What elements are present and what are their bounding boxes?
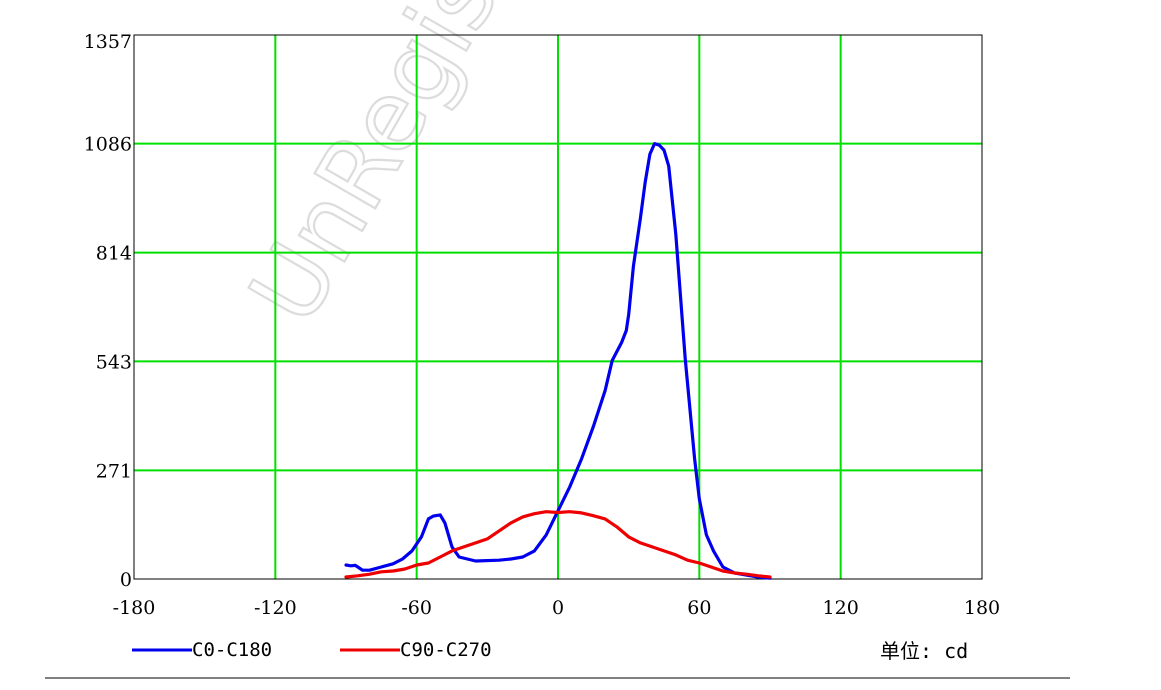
plot-frame [133,34,983,580]
series-layer [344,142,772,580]
x-tick-label: -60 [401,597,432,619]
y-tick-label: 1086 [84,134,132,156]
x-tick-label: -180 [113,597,156,619]
watermark-text: UnRegistered [228,0,647,342]
x-tick-label: -120 [254,597,297,619]
watermark: UnRegistered [227,0,648,343]
x-tick-label: 0 [552,597,564,619]
series-line-c0-c180 [344,142,772,580]
grid-lines [134,35,982,579]
y-axis-ticks: 0 271 543 814 1086 1357 [84,31,132,591]
legend-label-c90-c270: C90-C270 [400,639,492,661]
x-axis-ticks: -180 -120 -60 0 60 120 180 [113,597,1000,619]
unit-label: 单位: cd [880,639,968,663]
y-tick-label: 1357 [84,31,132,53]
y-tick-label: 543 [96,351,132,373]
y-tick-label: 271 [96,460,132,482]
y-tick-label: 0 [120,569,132,591]
x-tick-label: 60 [687,597,711,619]
series-line-c90-c270 [344,510,772,579]
legend-item-c0-c180: C0-C180 [132,639,272,661]
x-tick-label: 120 [823,597,859,619]
x-tick-label: 180 [964,597,1000,619]
legend-label-c0-c180: C0-C180 [192,639,272,661]
y-tick-label: 814 [96,243,132,265]
legend-item-c90-c270: C90-C270 [340,639,492,661]
legend: C0-C180 C90-C270 [132,639,492,661]
